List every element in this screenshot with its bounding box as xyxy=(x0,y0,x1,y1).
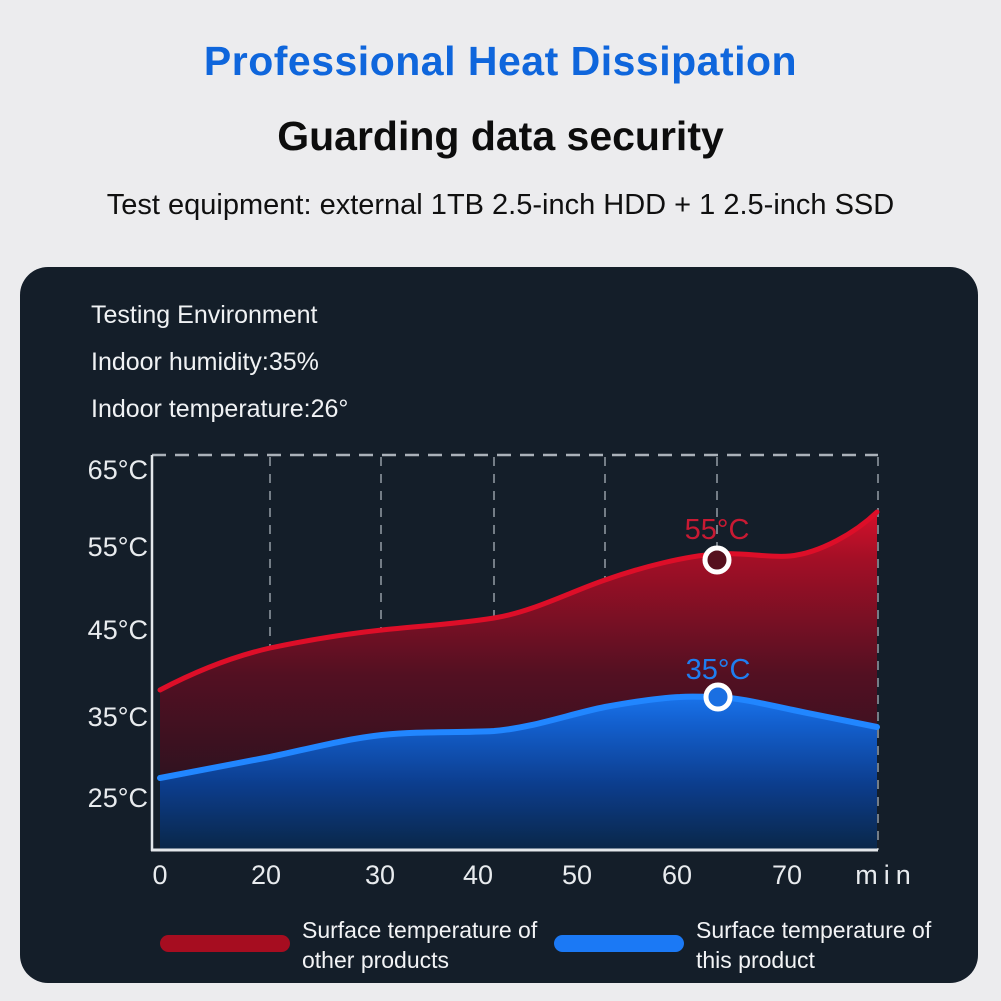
env-temperature: Indoor temperature:26° xyxy=(91,395,349,423)
x-tick-50: 50 xyxy=(562,860,592,890)
x-tick-20: 20 xyxy=(251,860,281,890)
y-tick-35: 35°C xyxy=(88,702,148,732)
legend-this-product: Surface temperature of this product xyxy=(554,915,931,975)
blue-series-marker xyxy=(703,682,733,712)
legend-red-line1: Surface temperature of xyxy=(302,917,538,943)
red-series-marker xyxy=(702,545,732,575)
test-equipment-note: Test equipment: external 1TB 2.5-inch HD… xyxy=(106,189,895,221)
x-tick-70: 70 xyxy=(772,860,802,890)
x-tick-0: 0 xyxy=(152,860,167,890)
x-tick-60: 60 xyxy=(662,860,692,890)
y-tick-55: 55°C xyxy=(88,532,148,562)
x-axis-tick-labels: 0 20 30 40 50 60 70 min xyxy=(152,860,917,890)
legend-other-products: Surface temperature of other products xyxy=(160,915,537,975)
page-subtitle: Guarding data security xyxy=(277,113,724,159)
y-axis-tick-labels: 65°C 55°C 45°C 35°C 25°C xyxy=(88,455,148,813)
x-tick-30: 30 xyxy=(365,860,395,890)
environment-info: Testing Environment Indoor humidity:35% … xyxy=(91,292,348,433)
blue-series-line xyxy=(157,693,880,781)
legend-label-other-products: Surface temperature of other products xyxy=(302,915,537,975)
blue-series-area xyxy=(160,696,877,850)
y-tick-25: 25°C xyxy=(88,783,148,813)
blue-series-annotation: 35°C xyxy=(686,654,751,686)
legend-blue-line2: this product xyxy=(696,947,815,973)
x-axis-unit-min: min xyxy=(855,860,917,890)
legend-red-line2: other products xyxy=(302,947,450,973)
temperature-area-chart: 55°C 35°C 65°C 55°C 45°C 35°C 25°C 0 20 … xyxy=(88,453,917,890)
env-title: Testing Environment xyxy=(91,301,318,329)
x-tick-40: 40 xyxy=(463,860,493,890)
red-series-line xyxy=(157,509,880,693)
y-tick-45: 45°C xyxy=(88,615,148,645)
page-title: Professional Heat Dissipation xyxy=(203,38,798,84)
y-tick-65: 65°C xyxy=(88,455,148,485)
red-series-annotation: 55°C xyxy=(685,514,750,546)
legend-label-this-product: Surface temperature of this product xyxy=(696,915,931,975)
legend-swatch-red xyxy=(160,935,290,952)
legend-swatch-blue xyxy=(554,935,684,952)
test-result-panel: Testing Environment Indoor humidity:35% … xyxy=(20,267,978,983)
legend-blue-line1: Surface temperature of xyxy=(696,917,932,943)
env-humidity: Indoor humidity:35% xyxy=(91,348,319,376)
